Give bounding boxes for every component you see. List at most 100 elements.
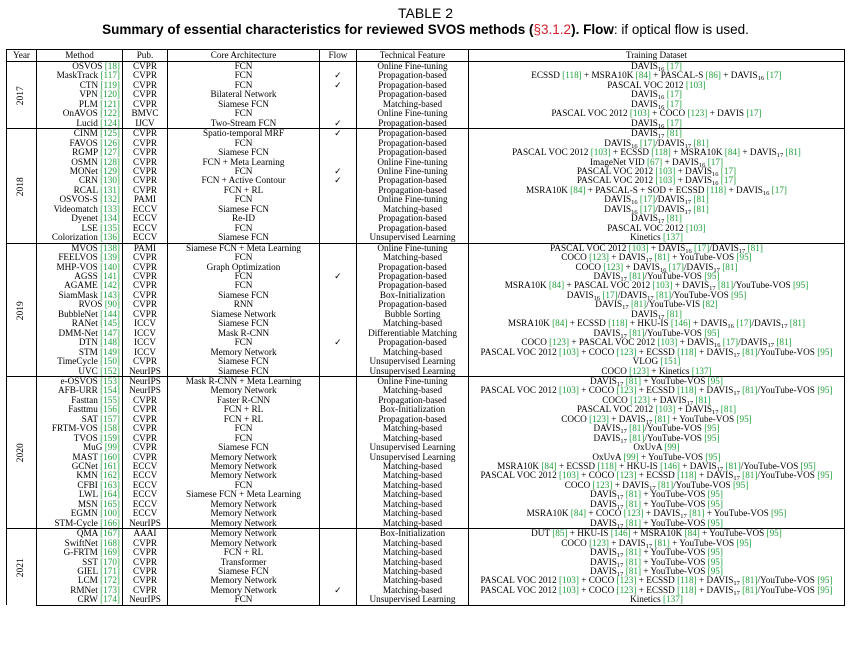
- citation-link[interactable]: [143]: [100, 290, 120, 300]
- citation-link[interactable]: [84]: [541, 462, 557, 472]
- citation-link[interactable]: [123]: [616, 347, 637, 357]
- citation-link[interactable]: [118]: [706, 185, 727, 195]
- citation-link[interactable]: [100]: [100, 509, 120, 519]
- citation-link[interactable]: [95]: [707, 490, 723, 500]
- citation-link[interactable]: [95]: [800, 462, 816, 472]
- citation-link[interactable]: [95]: [707, 548, 723, 558]
- citation-link[interactable]: [123]: [589, 414, 609, 424]
- citation-link[interactable]: [95]: [736, 253, 752, 263]
- citation-link[interactable]: [157]: [100, 414, 120, 424]
- citation-link[interactable]: [133]: [100, 204, 120, 214]
- citation-link[interactable]: [99]: [664, 443, 680, 453]
- citation-link[interactable]: [119]: [100, 80, 120, 90]
- citation-link[interactable]: [137]: [691, 366, 712, 376]
- citation-link[interactable]: [151]: [660, 357, 681, 367]
- citation-link[interactable]: [67]: [646, 157, 663, 167]
- citation-link[interactable]: [81]: [625, 499, 642, 509]
- citation-link[interactable]: [160]: [100, 452, 120, 462]
- citation-link[interactable]: [103]: [652, 281, 673, 291]
- citation-link[interactable]: [118]: [677, 585, 697, 595]
- citation-link[interactable]: [118]: [562, 71, 582, 81]
- citation-link[interactable]: [153]: [100, 376, 120, 386]
- citation-link[interactable]: [142]: [100, 281, 120, 291]
- citation-link[interactable]: [103]: [590, 148, 611, 158]
- citation-link[interactable]: [103]: [655, 166, 676, 176]
- citation-link[interactable]: [123]: [616, 471, 637, 481]
- citation-link[interactable]: [103]: [559, 471, 579, 481]
- citation-link[interactable]: [95]: [731, 290, 747, 300]
- citation-link[interactable]: [81]: [725, 462, 741, 472]
- citation-link[interactable]: [123]: [687, 109, 708, 119]
- citation-link[interactable]: [81]: [742, 471, 758, 481]
- citation-link[interactable]: [95]: [704, 271, 720, 281]
- citation-link[interactable]: [163]: [100, 480, 120, 490]
- citation-link[interactable]: [131]: [100, 185, 120, 195]
- citation-link[interactable]: [81]: [655, 290, 672, 300]
- citation-link[interactable]: [81]: [717, 281, 734, 291]
- citation-link[interactable]: [154]: [100, 386, 120, 396]
- citation-link[interactable]: [125]: [100, 128, 120, 139]
- citation-link[interactable]: [17]: [639, 204, 656, 214]
- citation-link[interactable]: [165]: [100, 499, 120, 509]
- citation-link[interactable]: [161]: [100, 462, 120, 472]
- citation-link[interactable]: [95]: [732, 480, 749, 490]
- citation-link[interactable]: [95]: [707, 518, 723, 528]
- citation-link[interactable]: [95]: [707, 557, 723, 567]
- citation-link[interactable]: [81]: [625, 567, 642, 577]
- citation-link[interactable]: [84]: [684, 528, 700, 539]
- citation-link[interactable]: [123]: [549, 338, 570, 348]
- citation-link[interactable]: [17]: [771, 185, 787, 195]
- citation-link[interactable]: [95]: [817, 471, 833, 481]
- citation-link[interactable]: [17]: [668, 262, 684, 272]
- citation-link[interactable]: [17]: [720, 166, 737, 176]
- citation-link[interactable]: [81]: [666, 128, 682, 139]
- citation-link[interactable]: [103]: [655, 405, 676, 415]
- citation-link[interactable]: [174]: [100, 595, 120, 605]
- citation-link[interactable]: [123]: [603, 262, 624, 272]
- citation-link[interactable]: [81]: [693, 195, 709, 205]
- citation-link[interactable]: [172]: [100, 576, 120, 586]
- citation-link[interactable]: [123]: [630, 395, 650, 405]
- citation-link[interactable]: [123]: [589, 253, 609, 263]
- citation-link[interactable]: [95]: [707, 567, 723, 577]
- citation-link[interactable]: [173]: [100, 585, 120, 595]
- citation-link[interactable]: [81]: [689, 509, 705, 519]
- citation-link[interactable]: [81]: [629, 328, 645, 338]
- citation-link[interactable]: [84]: [635, 71, 651, 81]
- citation-link[interactable]: [90]: [104, 300, 120, 310]
- citation-link[interactable]: [139]: [100, 253, 120, 263]
- citation-link[interactable]: [84]: [570, 185, 586, 195]
- citation-link[interactable]: [103]: [629, 109, 650, 119]
- citation-link[interactable]: [81]: [747, 243, 763, 253]
- citation-link[interactable]: [81]: [785, 148, 801, 158]
- citation-link[interactable]: [95]: [817, 585, 833, 595]
- citation-link[interactable]: [103]: [559, 386, 579, 396]
- citation-link[interactable]: [17]: [736, 319, 752, 329]
- citation-link[interactable]: [117]: [100, 71, 120, 81]
- citation-link[interactable]: [17]: [766, 71, 782, 81]
- citation-link[interactable]: [155]: [100, 395, 120, 405]
- citation-link[interactable]: [18]: [104, 61, 120, 71]
- citation-link[interactable]: [81]: [742, 585, 758, 595]
- citation-link[interactable]: [81]: [625, 557, 642, 567]
- citation-link[interactable]: [81]: [789, 319, 806, 329]
- citation-link[interactable]: [103]: [628, 243, 649, 253]
- citation-link[interactable]: [84]: [548, 281, 565, 291]
- citation-link[interactable]: [81]: [625, 548, 642, 558]
- citation-link[interactable]: [145]: [100, 319, 120, 329]
- citation-link[interactable]: [95]: [771, 509, 787, 519]
- citation-link[interactable]: [95]: [704, 424, 720, 434]
- citation-link[interactable]: [17]: [707, 157, 724, 167]
- citation-link[interactable]: [95]: [704, 328, 720, 338]
- citation-link[interactable]: [81]: [666, 309, 682, 319]
- citation-link[interactable]: [81]: [776, 338, 792, 348]
- citation-link[interactable]: [81]: [693, 204, 709, 214]
- citation-link[interactable]: [17]: [722, 338, 739, 348]
- citation-link[interactable]: [123]: [629, 366, 650, 376]
- citation-link[interactable]: [103]: [685, 80, 706, 90]
- citation-link[interactable]: [118]: [677, 386, 697, 396]
- citation-link[interactable]: [158]: [100, 424, 120, 434]
- citation-link[interactable]: [120]: [100, 90, 120, 100]
- citation-link[interactable]: [103]: [559, 576, 579, 586]
- citation-link[interactable]: [127]: [100, 148, 120, 158]
